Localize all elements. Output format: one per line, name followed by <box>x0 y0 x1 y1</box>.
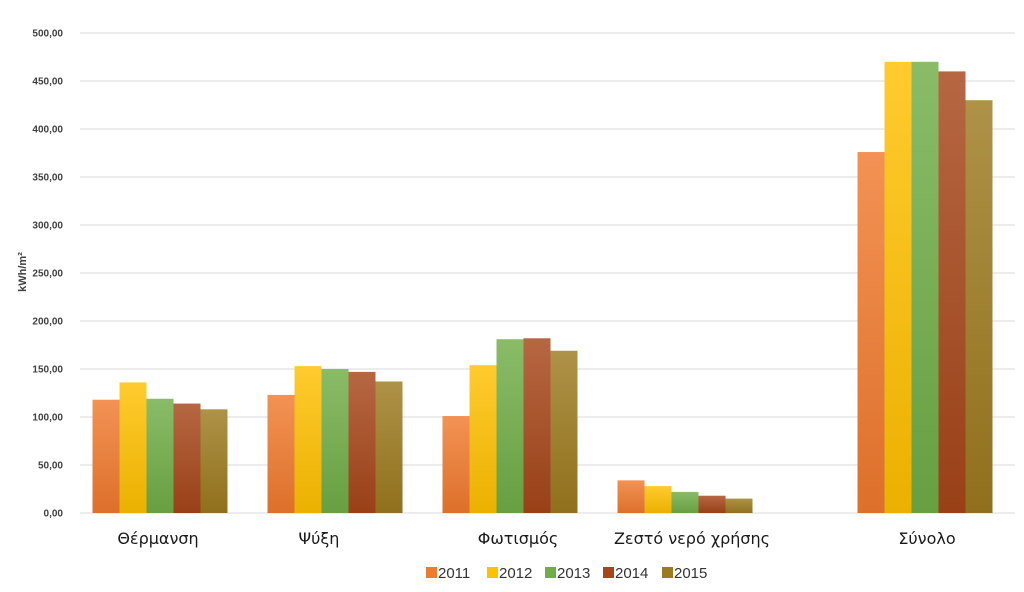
y-tick-label: 0,00 <box>44 509 64 520</box>
legend-swatch <box>487 567 498 578</box>
bar-2015-1 <box>200 409 228 513</box>
y-tick-label: 300,00 <box>32 221 63 232</box>
bar-2013-3 <box>496 339 524 513</box>
bar-2011-4 <box>617 480 645 513</box>
y-tick-label: 350,00 <box>32 173 63 184</box>
y-tick-label: 450,00 <box>32 77 63 88</box>
legend-label: 2014 <box>615 565 648 582</box>
legend-swatch <box>426 567 437 578</box>
x-axis-categories: Θέρμανση Ψύξη Φωτισμός Ζεστό νερό χρήσης Σύν… <box>117 529 955 548</box>
bar-2012-5 <box>884 61 912 514</box>
x-category-label: Σύνολο <box>898 529 955 548</box>
legend-swatch <box>603 567 614 578</box>
y-tick-label: 200,00 <box>32 317 63 328</box>
y-tick-label: 50,00 <box>38 461 63 472</box>
bar-2014-1 <box>173 403 201 513</box>
bar-2015-5 <box>965 100 993 513</box>
x-category-label: Φωτισμός <box>478 529 559 548</box>
bar-2012-4 <box>644 486 672 513</box>
y-axis-label: kWh/m² <box>17 252 29 292</box>
grid-lines <box>80 32 1015 514</box>
bar-2015-4 <box>725 498 753 513</box>
bar-2014-3 <box>523 338 551 513</box>
bar-2014-2 <box>348 371 376 513</box>
legend-label: 2013 <box>557 565 590 582</box>
bar-2012-3 <box>469 365 497 513</box>
x-category-label: Ζεστό νερό χρήσης <box>614 529 770 548</box>
y-tick-label: 150,00 <box>32 365 63 376</box>
legend-label: 2012 <box>499 565 532 582</box>
bar-2013-5 <box>911 61 939 514</box>
bar-2015-2 <box>375 381 403 513</box>
bar-2011-2 <box>267 394 295 513</box>
legend-label: 2011 <box>438 565 470 582</box>
bar-2013-2 <box>321 369 349 513</box>
bars <box>92 61 993 514</box>
y-tick-label: 500,00 <box>32 29 63 40</box>
bar-2011-3 <box>442 416 470 513</box>
x-category-label: Ψύξη <box>299 529 340 548</box>
y-tick-label: 100,00 <box>32 413 63 424</box>
bar-2012-1 <box>119 382 147 513</box>
x-category-label: Θέρμανση <box>117 529 198 548</box>
legend-label: 2015 <box>674 565 707 582</box>
bar-2011-1 <box>92 399 120 513</box>
legend: 2011 2012 2013 2014 2015 <box>426 565 707 582</box>
legend-swatch <box>545 567 556 578</box>
bar-2015-3 <box>550 350 578 513</box>
bar-2014-4 <box>698 495 726 513</box>
y-tick-label: 250,00 <box>32 269 63 280</box>
y-tick-label: 400,00 <box>32 125 63 136</box>
bar-2011-5 <box>857 152 885 514</box>
legend-swatch <box>662 567 673 578</box>
bar-2012-2 <box>294 366 322 513</box>
bar-2013-4 <box>671 491 699 513</box>
y-axis-ticks: 0,00 50,00 100,00 150,00 200,00 250,00 300,00 3… <box>32 29 63 520</box>
bar-2013-1 <box>146 398 174 513</box>
bar-2014-5 <box>938 71 966 514</box>
